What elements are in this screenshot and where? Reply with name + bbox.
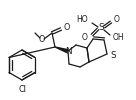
Text: Cl: Cl xyxy=(18,85,26,94)
Text: N: N xyxy=(65,48,71,56)
Text: HO: HO xyxy=(76,14,88,24)
Text: O: O xyxy=(82,34,88,42)
Text: OH: OH xyxy=(113,34,125,42)
Polygon shape xyxy=(55,47,68,52)
Text: S: S xyxy=(110,50,116,60)
Text: O: O xyxy=(39,36,45,44)
Text: O: O xyxy=(114,14,120,24)
Text: O: O xyxy=(63,24,69,32)
Text: S: S xyxy=(98,24,104,32)
